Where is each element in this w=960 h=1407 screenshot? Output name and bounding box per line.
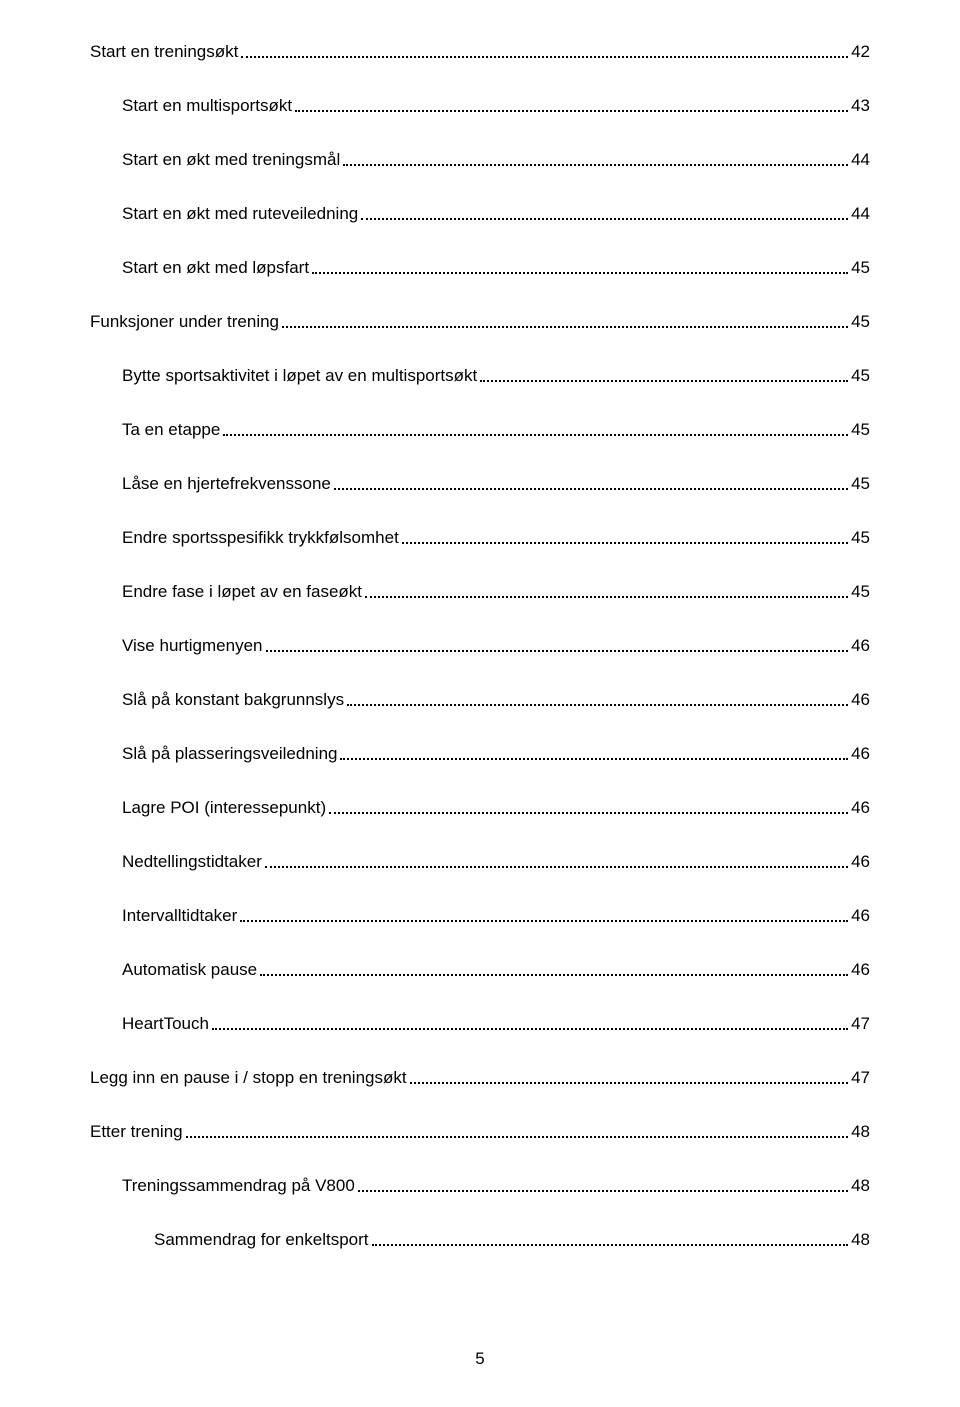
toc-row: HeartTouch 47 bbox=[90, 1014, 870, 1034]
toc-list: Start en treningsøkt 42 Start en multispor… bbox=[90, 42, 870, 1250]
toc-row: Slå på konstant bakgrunnslys 46 bbox=[90, 690, 870, 710]
toc-leader-dots bbox=[334, 488, 848, 490]
toc-row: Intervalltidtaker 46 bbox=[90, 906, 870, 926]
toc-page-number: 43 bbox=[851, 96, 870, 116]
toc-page-number: 46 bbox=[851, 960, 870, 980]
toc-page-number: 45 bbox=[851, 582, 870, 602]
toc-row: Bytte sportsaktivitet i løpet av en mult… bbox=[90, 366, 870, 386]
toc-page-number: 48 bbox=[851, 1176, 870, 1196]
toc-leader-dots bbox=[241, 56, 848, 58]
toc-row: Lagre POI (interessepunkt) 46 bbox=[90, 798, 870, 818]
toc-row: Start en økt med ruteveiledning 44 bbox=[90, 204, 870, 224]
toc-row: Start en økt med treningsmål 44 bbox=[90, 150, 870, 170]
page-number: 5 bbox=[0, 1349, 960, 1369]
toc-row: Start en økt med løpsfart 45 bbox=[90, 258, 870, 278]
toc-page-number: 46 bbox=[851, 798, 870, 818]
toc-leader-dots bbox=[343, 164, 848, 166]
toc-leader-dots bbox=[347, 704, 848, 706]
toc-row: Funksjoner under trening 45 bbox=[90, 312, 870, 332]
toc-page-number: 45 bbox=[851, 258, 870, 278]
document-page: Start en treningsøkt 42 Start en multispor… bbox=[0, 0, 960, 1407]
toc-row: Legg inn en pause i / stopp en treningsø… bbox=[90, 1068, 870, 1088]
toc-label: Automatisk pause bbox=[122, 960, 257, 980]
toc-label: Slå på plasseringsveiledning bbox=[122, 744, 337, 764]
toc-page-number: 46 bbox=[851, 852, 870, 872]
toc-row: Start en treningsøkt 42 bbox=[90, 42, 870, 62]
toc-page-number: 42 bbox=[851, 42, 870, 62]
toc-label: Legg inn en pause i / stopp en treningsø… bbox=[90, 1068, 407, 1088]
toc-leader-dots bbox=[295, 110, 848, 112]
toc-leader-dots bbox=[402, 542, 848, 544]
toc-row: Automatisk pause 46 bbox=[90, 960, 870, 980]
toc-label: Endre sportsspesifikk trykkfølsomhet bbox=[122, 528, 399, 548]
toc-leader-dots bbox=[361, 218, 848, 220]
toc-row: Etter trening 48 bbox=[90, 1122, 870, 1142]
toc-leader-dots bbox=[480, 380, 848, 382]
toc-row: Ta en etappe 45 bbox=[90, 420, 870, 440]
toc-row: Start en multisportsøkt 43 bbox=[90, 96, 870, 116]
toc-page-number: 46 bbox=[851, 636, 870, 656]
toc-row: Slå på plasseringsveiledning 46 bbox=[90, 744, 870, 764]
toc-leader-dots bbox=[223, 434, 848, 436]
toc-label: Etter trening bbox=[90, 1122, 183, 1142]
toc-label: Slå på konstant bakgrunnslys bbox=[122, 690, 344, 710]
toc-label: Nedtellingstidtaker bbox=[122, 852, 262, 872]
toc-label: Ta en etappe bbox=[122, 420, 220, 440]
toc-page-number: 45 bbox=[851, 312, 870, 332]
toc-page-number: 47 bbox=[851, 1068, 870, 1088]
toc-page-number: 45 bbox=[851, 420, 870, 440]
toc-leader-dots bbox=[410, 1082, 848, 1084]
toc-row: Endre sportsspesifikk trykkfølsomhet 45 bbox=[90, 528, 870, 548]
toc-label: Funksjoner under trening bbox=[90, 312, 279, 332]
toc-leader-dots bbox=[282, 326, 848, 328]
toc-label: HeartTouch bbox=[122, 1014, 209, 1034]
toc-label: Lagre POI (interessepunkt) bbox=[122, 798, 326, 818]
toc-leader-dots bbox=[212, 1028, 848, 1030]
toc-leader-dots bbox=[312, 272, 848, 274]
toc-label: Vise hurtigmenyen bbox=[122, 636, 263, 656]
toc-page-number: 44 bbox=[851, 150, 870, 170]
toc-page-number: 48 bbox=[851, 1122, 870, 1142]
toc-label: Start en multisportsøkt bbox=[122, 96, 292, 116]
toc-label: Intervalltidtaker bbox=[122, 906, 237, 926]
toc-row: Endre fase i løpet av en faseøkt 45 bbox=[90, 582, 870, 602]
toc-label: Start en økt med løpsfart bbox=[122, 258, 309, 278]
toc-page-number: 47 bbox=[851, 1014, 870, 1034]
toc-page-number: 46 bbox=[851, 906, 870, 926]
toc-page-number: 46 bbox=[851, 744, 870, 764]
toc-page-number: 48 bbox=[851, 1230, 870, 1250]
toc-leader-dots bbox=[340, 758, 848, 760]
toc-leader-dots bbox=[266, 650, 849, 652]
toc-leader-dots bbox=[186, 1136, 848, 1138]
toc-row: Treningssammendrag på V800 48 bbox=[90, 1176, 870, 1196]
toc-page-number: 45 bbox=[851, 528, 870, 548]
toc-leader-dots bbox=[240, 920, 848, 922]
toc-row: Låse en hjertefrekvenssone 45 bbox=[90, 474, 870, 494]
toc-row: Sammendrag for enkeltsport 48 bbox=[90, 1230, 870, 1250]
toc-label: Start en treningsøkt bbox=[90, 42, 238, 62]
toc-leader-dots bbox=[372, 1244, 849, 1246]
toc-row: Nedtellingstidtaker 46 bbox=[90, 852, 870, 872]
toc-row: Vise hurtigmenyen 46 bbox=[90, 636, 870, 656]
toc-label: Bytte sportsaktivitet i løpet av en mult… bbox=[122, 366, 477, 386]
toc-label: Sammendrag for enkeltsport bbox=[154, 1230, 369, 1250]
toc-leader-dots bbox=[329, 812, 848, 814]
toc-label: Start en økt med treningsmål bbox=[122, 150, 340, 170]
toc-label: Endre fase i løpet av en faseøkt bbox=[122, 582, 362, 602]
toc-leader-dots bbox=[358, 1190, 848, 1192]
toc-label: Start en økt med ruteveiledning bbox=[122, 204, 358, 224]
toc-page-number: 46 bbox=[851, 690, 870, 710]
toc-leader-dots bbox=[365, 596, 848, 598]
toc-page-number: 45 bbox=[851, 474, 870, 494]
toc-page-number: 44 bbox=[851, 204, 870, 224]
toc-label: Treningssammendrag på V800 bbox=[122, 1176, 355, 1196]
toc-label: Låse en hjertefrekvenssone bbox=[122, 474, 331, 494]
toc-page-number: 45 bbox=[851, 366, 870, 386]
toc-leader-dots bbox=[265, 866, 848, 868]
toc-leader-dots bbox=[260, 974, 848, 976]
